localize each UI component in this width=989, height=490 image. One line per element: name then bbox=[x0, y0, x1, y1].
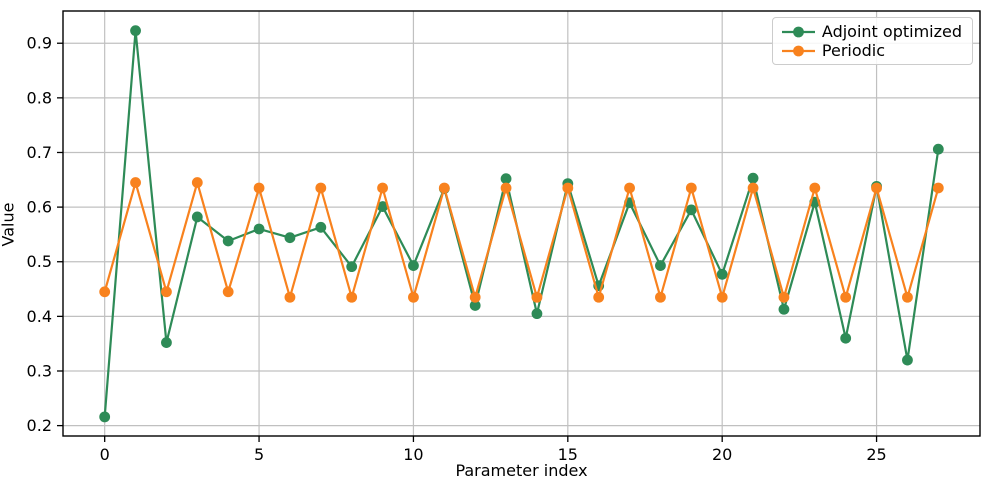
x-tick-label: 5 bbox=[254, 445, 264, 464]
series-line-1 bbox=[103, 181, 940, 299]
data-point-marker bbox=[593, 291, 605, 303]
data-point-marker bbox=[871, 182, 882, 194]
data-point-marker bbox=[222, 286, 234, 298]
data-point-marker bbox=[284, 232, 296, 244]
data-point-marker bbox=[778, 291, 790, 303]
data-point-marker bbox=[191, 177, 203, 188]
data-point-marker bbox=[99, 411, 111, 423]
data-point-marker bbox=[130, 177, 141, 188]
y-tick-label: 0.3 bbox=[27, 361, 52, 380]
legend-label: Periodic bbox=[821, 41, 886, 60]
axes-frame bbox=[62, 10, 981, 437]
x-tick-label: 20 bbox=[712, 445, 732, 464]
data-point-marker bbox=[624, 182, 635, 194]
data-point-marker bbox=[531, 308, 543, 320]
data-point-marker bbox=[130, 25, 141, 37]
legend-entry: Periodic bbox=[781, 41, 962, 60]
data-point-marker bbox=[161, 286, 172, 298]
data-point-marker bbox=[747, 172, 759, 184]
data-point-marker bbox=[284, 291, 296, 303]
data-point-marker bbox=[469, 291, 481, 303]
y-tick-label: 0.4 bbox=[27, 307, 52, 326]
y-tick-label: 0.5 bbox=[27, 252, 52, 271]
data-point-marker bbox=[932, 182, 944, 194]
x-tick-label: 15 bbox=[558, 445, 578, 464]
data-point-marker bbox=[716, 268, 728, 280]
data-point-marker bbox=[655, 291, 666, 303]
data-point-marker bbox=[222, 235, 234, 247]
y-tick-label: 0.9 bbox=[27, 34, 52, 53]
data-point-marker bbox=[500, 173, 512, 185]
data-point-marker bbox=[161, 337, 172, 348]
data-point-marker bbox=[747, 182, 759, 194]
data-point-marker bbox=[253, 223, 265, 235]
y-tick-label: 0.8 bbox=[27, 88, 52, 107]
data-point-marker bbox=[531, 291, 543, 303]
data-point-marker bbox=[99, 286, 111, 298]
data-point-marker bbox=[902, 354, 913, 366]
data-point-marker bbox=[377, 201, 388, 212]
data-point-marker bbox=[778, 303, 790, 315]
data-point-marker bbox=[840, 291, 852, 303]
data-point-marker bbox=[469, 300, 481, 311]
data-point-marker bbox=[685, 204, 697, 216]
legend-entry: Adjoint optimized bbox=[781, 22, 962, 41]
y-tick-label: 0.6 bbox=[27, 198, 52, 217]
y-tick-label: 0.7 bbox=[27, 143, 52, 162]
data-point-marker bbox=[932, 143, 944, 155]
data-point-marker bbox=[346, 291, 358, 303]
x-tick-label: 25 bbox=[866, 445, 886, 464]
data-point-marker bbox=[315, 221, 327, 233]
x-tick-label: 10 bbox=[403, 445, 423, 464]
x-tick-label: 0 bbox=[100, 445, 110, 464]
data-point-marker bbox=[685, 182, 697, 194]
series-line-0 bbox=[103, 29, 940, 417]
legend-line-marker-icon bbox=[781, 45, 815, 56]
data-point-marker bbox=[408, 291, 419, 303]
data-point-marker bbox=[716, 291, 728, 303]
data-point-marker bbox=[500, 182, 512, 194]
legend-label: Adjoint optimized bbox=[821, 22, 962, 41]
data-point-marker bbox=[377, 182, 388, 194]
legend: Adjoint optimized Periodic bbox=[771, 17, 973, 65]
y-axis-label: Value bbox=[0, 202, 18, 247]
y-tick-label: 0.2 bbox=[27, 416, 52, 435]
data-point-marker bbox=[655, 260, 666, 271]
data-point-marker bbox=[191, 211, 203, 223]
x-axis-label: Parameter index bbox=[455, 461, 588, 480]
data-point-marker bbox=[346, 261, 358, 273]
data-point-marker bbox=[902, 291, 913, 303]
data-point-marker bbox=[809, 182, 821, 194]
data-point-marker bbox=[253, 182, 265, 194]
data-point-marker bbox=[438, 182, 450, 194]
data-point-marker bbox=[840, 332, 852, 344]
data-point-marker bbox=[408, 260, 419, 271]
legend-line-marker-icon bbox=[781, 26, 815, 37]
data-point-marker bbox=[562, 182, 574, 194]
data-point-marker bbox=[315, 182, 327, 194]
